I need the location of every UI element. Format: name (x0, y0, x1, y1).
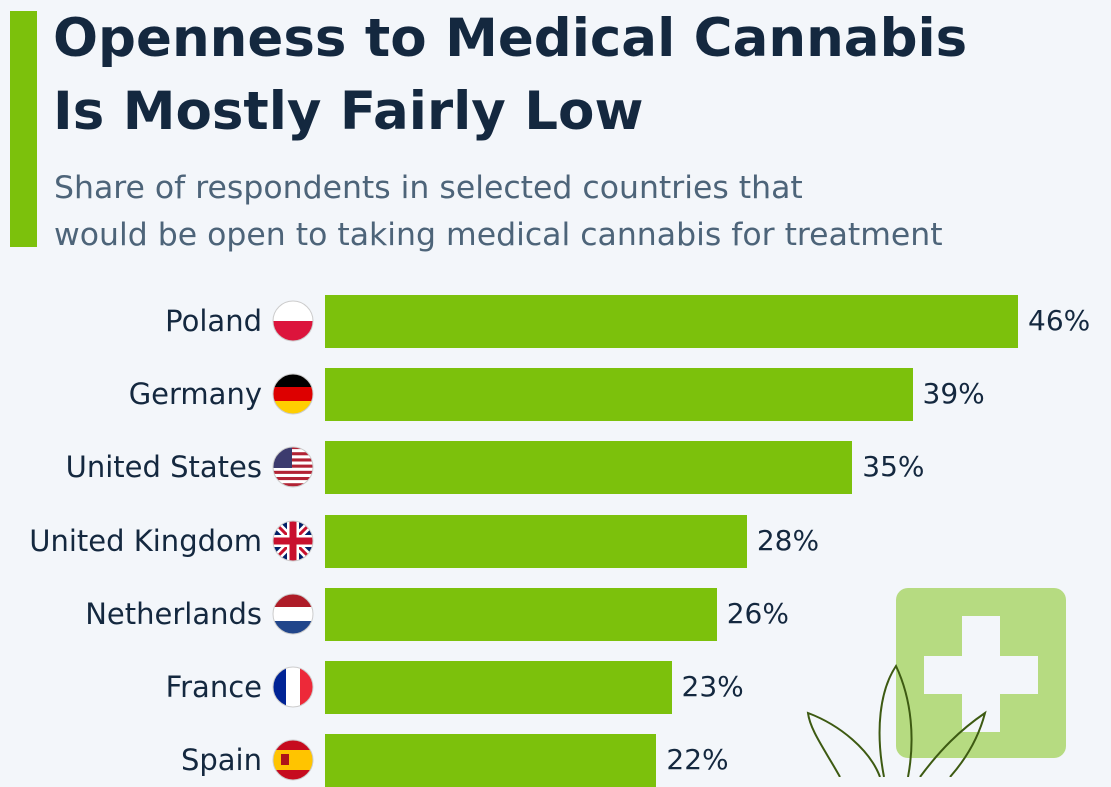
bar (325, 441, 853, 495)
value-label: 23% (681, 670, 744, 703)
bar (325, 514, 747, 568)
title-accent-bar (10, 11, 37, 247)
category-label: Netherlands (85, 596, 262, 631)
bar (325, 587, 717, 641)
title-line-2: Is Mostly Fairly Low (53, 81, 644, 142)
netherlands-flag-icon (272, 593, 314, 635)
medical-cannabis-icon (806, 588, 1066, 777)
germany-flag-icon (272, 373, 314, 415)
us-flag-icon (272, 446, 314, 488)
value-label: 22% (666, 743, 729, 777)
subtitle-line-2: would be open to taking medical cannabis… (54, 217, 943, 253)
value-label: 39% (922, 377, 985, 411)
spain-flag-icon (272, 739, 314, 781)
medical-cross-icon (924, 616, 1038, 732)
poland-flag-icon (272, 300, 314, 342)
category-label: Poland (165, 304, 262, 338)
category-label: France (165, 670, 262, 704)
value-label: 26% (726, 596, 789, 630)
value-label: 28% (756, 523, 820, 557)
chart-title: Openness to Medical Cannabis Is Mostly Fa… (53, 2, 967, 148)
category-label: United Kingdom (29, 523, 262, 558)
category-label: Spain (180, 743, 262, 778)
value-label: 46% (1028, 304, 1091, 337)
title-line-1: Openness to Medical Cannabis (53, 8, 968, 69)
category-label: United States (65, 450, 262, 485)
bar (325, 734, 657, 787)
uk-flag-icon (272, 520, 314, 562)
subtitle-line-1: Share of respondents in selected countri… (54, 170, 803, 206)
bar (325, 661, 672, 714)
bar (325, 368, 913, 422)
france-flag-icon (272, 666, 314, 708)
category-label: Germany (128, 377, 262, 412)
value-label: 35% (862, 450, 925, 484)
cannabis-leaf-icon (806, 663, 987, 777)
chart-subtitle: Share of respondents in selected countri… (54, 165, 943, 259)
bar (325, 295, 1018, 348)
